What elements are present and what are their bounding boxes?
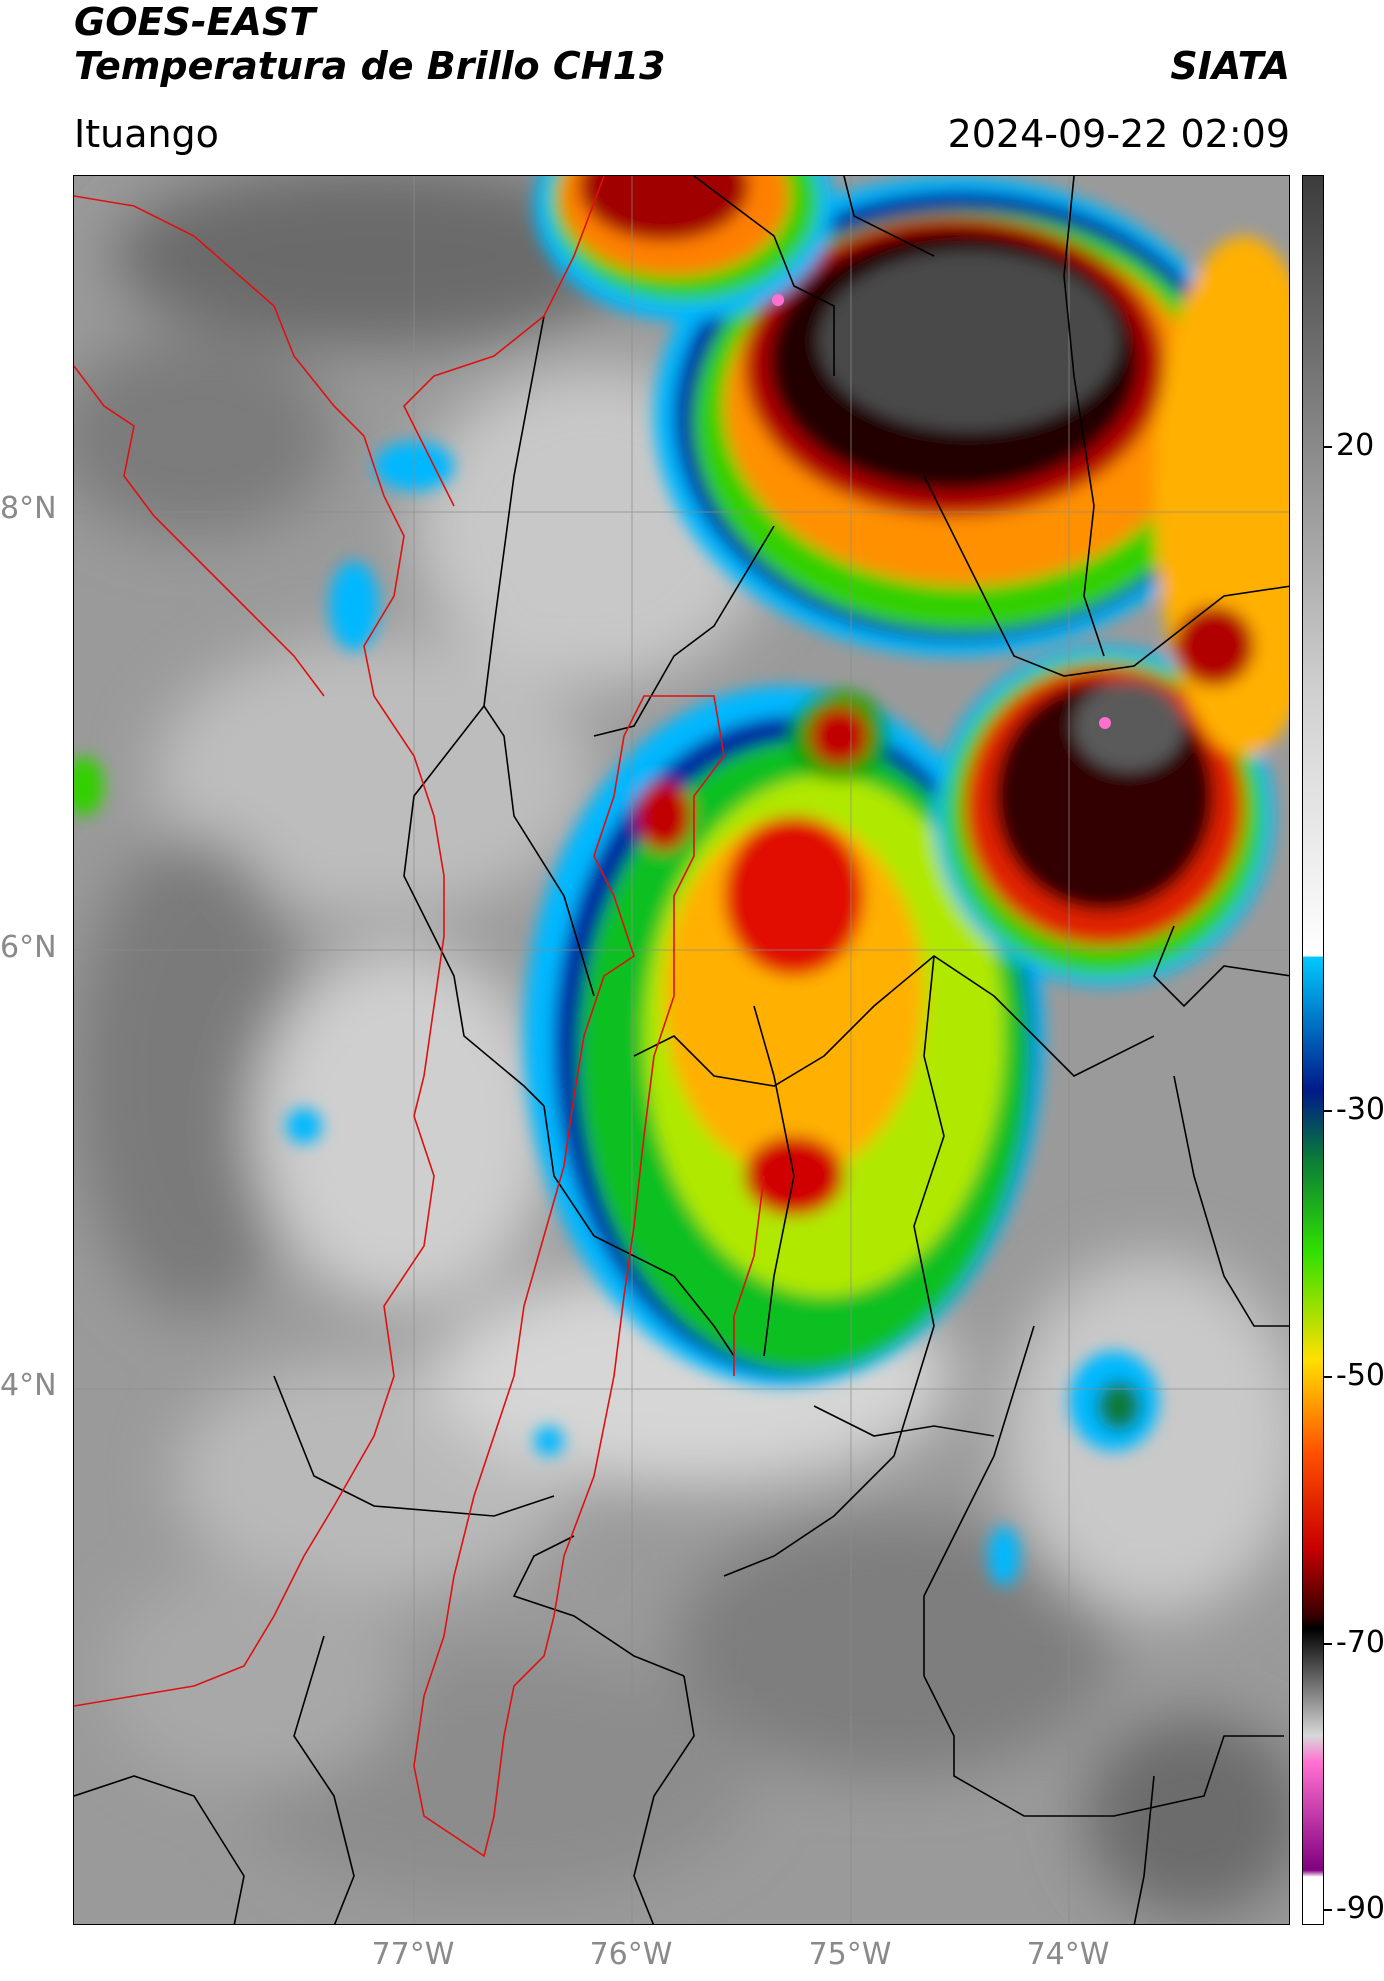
lon-tick-76w: 76°W xyxy=(589,1937,673,1972)
satellite-map[interactable] xyxy=(73,175,1290,1925)
satellite-title: GOES-EAST xyxy=(74,0,316,44)
product-title: Temperatura de Brillo CH13 xyxy=(74,44,666,88)
brand-label: SIATA xyxy=(1170,44,1290,88)
lat-tick-4n: 4°N xyxy=(0,1368,57,1403)
colorbar-tick-20: 20 xyxy=(1336,428,1375,463)
lon-tick-77w: 77°W xyxy=(371,1937,455,1972)
temperature-colorbar xyxy=(1302,175,1324,1925)
map-canvas xyxy=(74,176,1289,1924)
lon-tick-74w: 74°W xyxy=(1026,1937,1110,1972)
timestamp-label: 2024-09-22 02:09 xyxy=(947,112,1290,156)
colorbar-tick-minus30: -30 xyxy=(1336,1092,1384,1127)
colorbar-tick-minus50: -50 xyxy=(1336,1358,1384,1393)
colorbar-tick-minus70: -70 xyxy=(1336,1625,1384,1660)
location-label: Ituango xyxy=(74,112,219,156)
colorbar-tick-minus90: -90 xyxy=(1336,1891,1384,1926)
lat-tick-6n: 6°N xyxy=(0,930,57,965)
lat-tick-8n: 8°N xyxy=(0,491,57,526)
lon-tick-75w: 75°W xyxy=(808,1937,892,1972)
